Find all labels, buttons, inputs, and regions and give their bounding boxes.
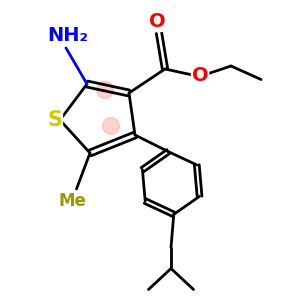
Text: NH₂: NH₂: [47, 26, 88, 45]
Circle shape: [103, 118, 119, 134]
Text: S: S: [47, 110, 62, 130]
Text: Me: Me: [58, 192, 86, 210]
Text: O: O: [149, 12, 166, 31]
Text: O: O: [192, 66, 208, 85]
Circle shape: [97, 82, 113, 98]
